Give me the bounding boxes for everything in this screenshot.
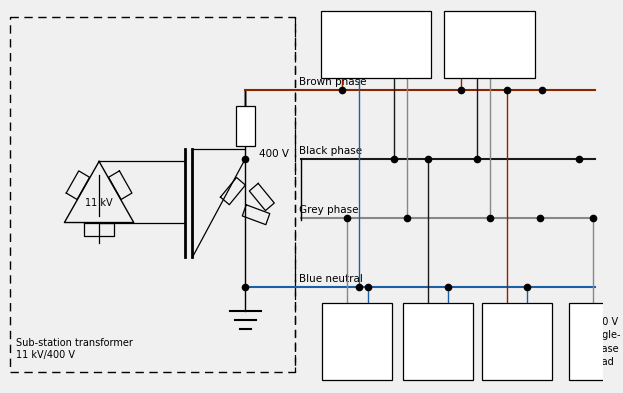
Text: 400 V: 400 V xyxy=(259,149,289,159)
Text: Sub-station transformer
11 kV/400 V: Sub-station transformer 11 kV/400 V xyxy=(16,338,133,360)
Bar xyxy=(444,11,535,78)
Bar xyxy=(482,303,551,380)
Text: Brown phase: Brown phase xyxy=(300,77,367,86)
Bar xyxy=(323,303,392,380)
Text: 11 kV: 11 kV xyxy=(85,198,113,208)
Bar xyxy=(11,17,295,373)
Text: Black phase: Black phase xyxy=(300,145,363,156)
Text: Grey phase: Grey phase xyxy=(300,205,359,215)
Text: 400 V
Three-phase
and neutral load: 400 V Three-phase and neutral load xyxy=(336,26,416,62)
Text: 400 V
Single-
phase
load: 400 V Single- phase load xyxy=(587,317,621,367)
Text: 230 V
Single-
phase
load: 230 V Single- phase load xyxy=(500,317,534,367)
Bar xyxy=(403,303,473,380)
Text: 230 V
Single-
phase
load: 230 V Single- phase load xyxy=(340,317,374,367)
Bar xyxy=(321,11,431,78)
Bar xyxy=(236,106,255,146)
Text: Blue neutral: Blue neutral xyxy=(300,274,363,284)
Bar xyxy=(569,303,623,380)
Text: 230 V
Single-
phase
load: 230 V Single- phase load xyxy=(421,317,455,367)
Text: 400 V
Three-phase
load: 400 V Three-phase load xyxy=(459,26,520,62)
